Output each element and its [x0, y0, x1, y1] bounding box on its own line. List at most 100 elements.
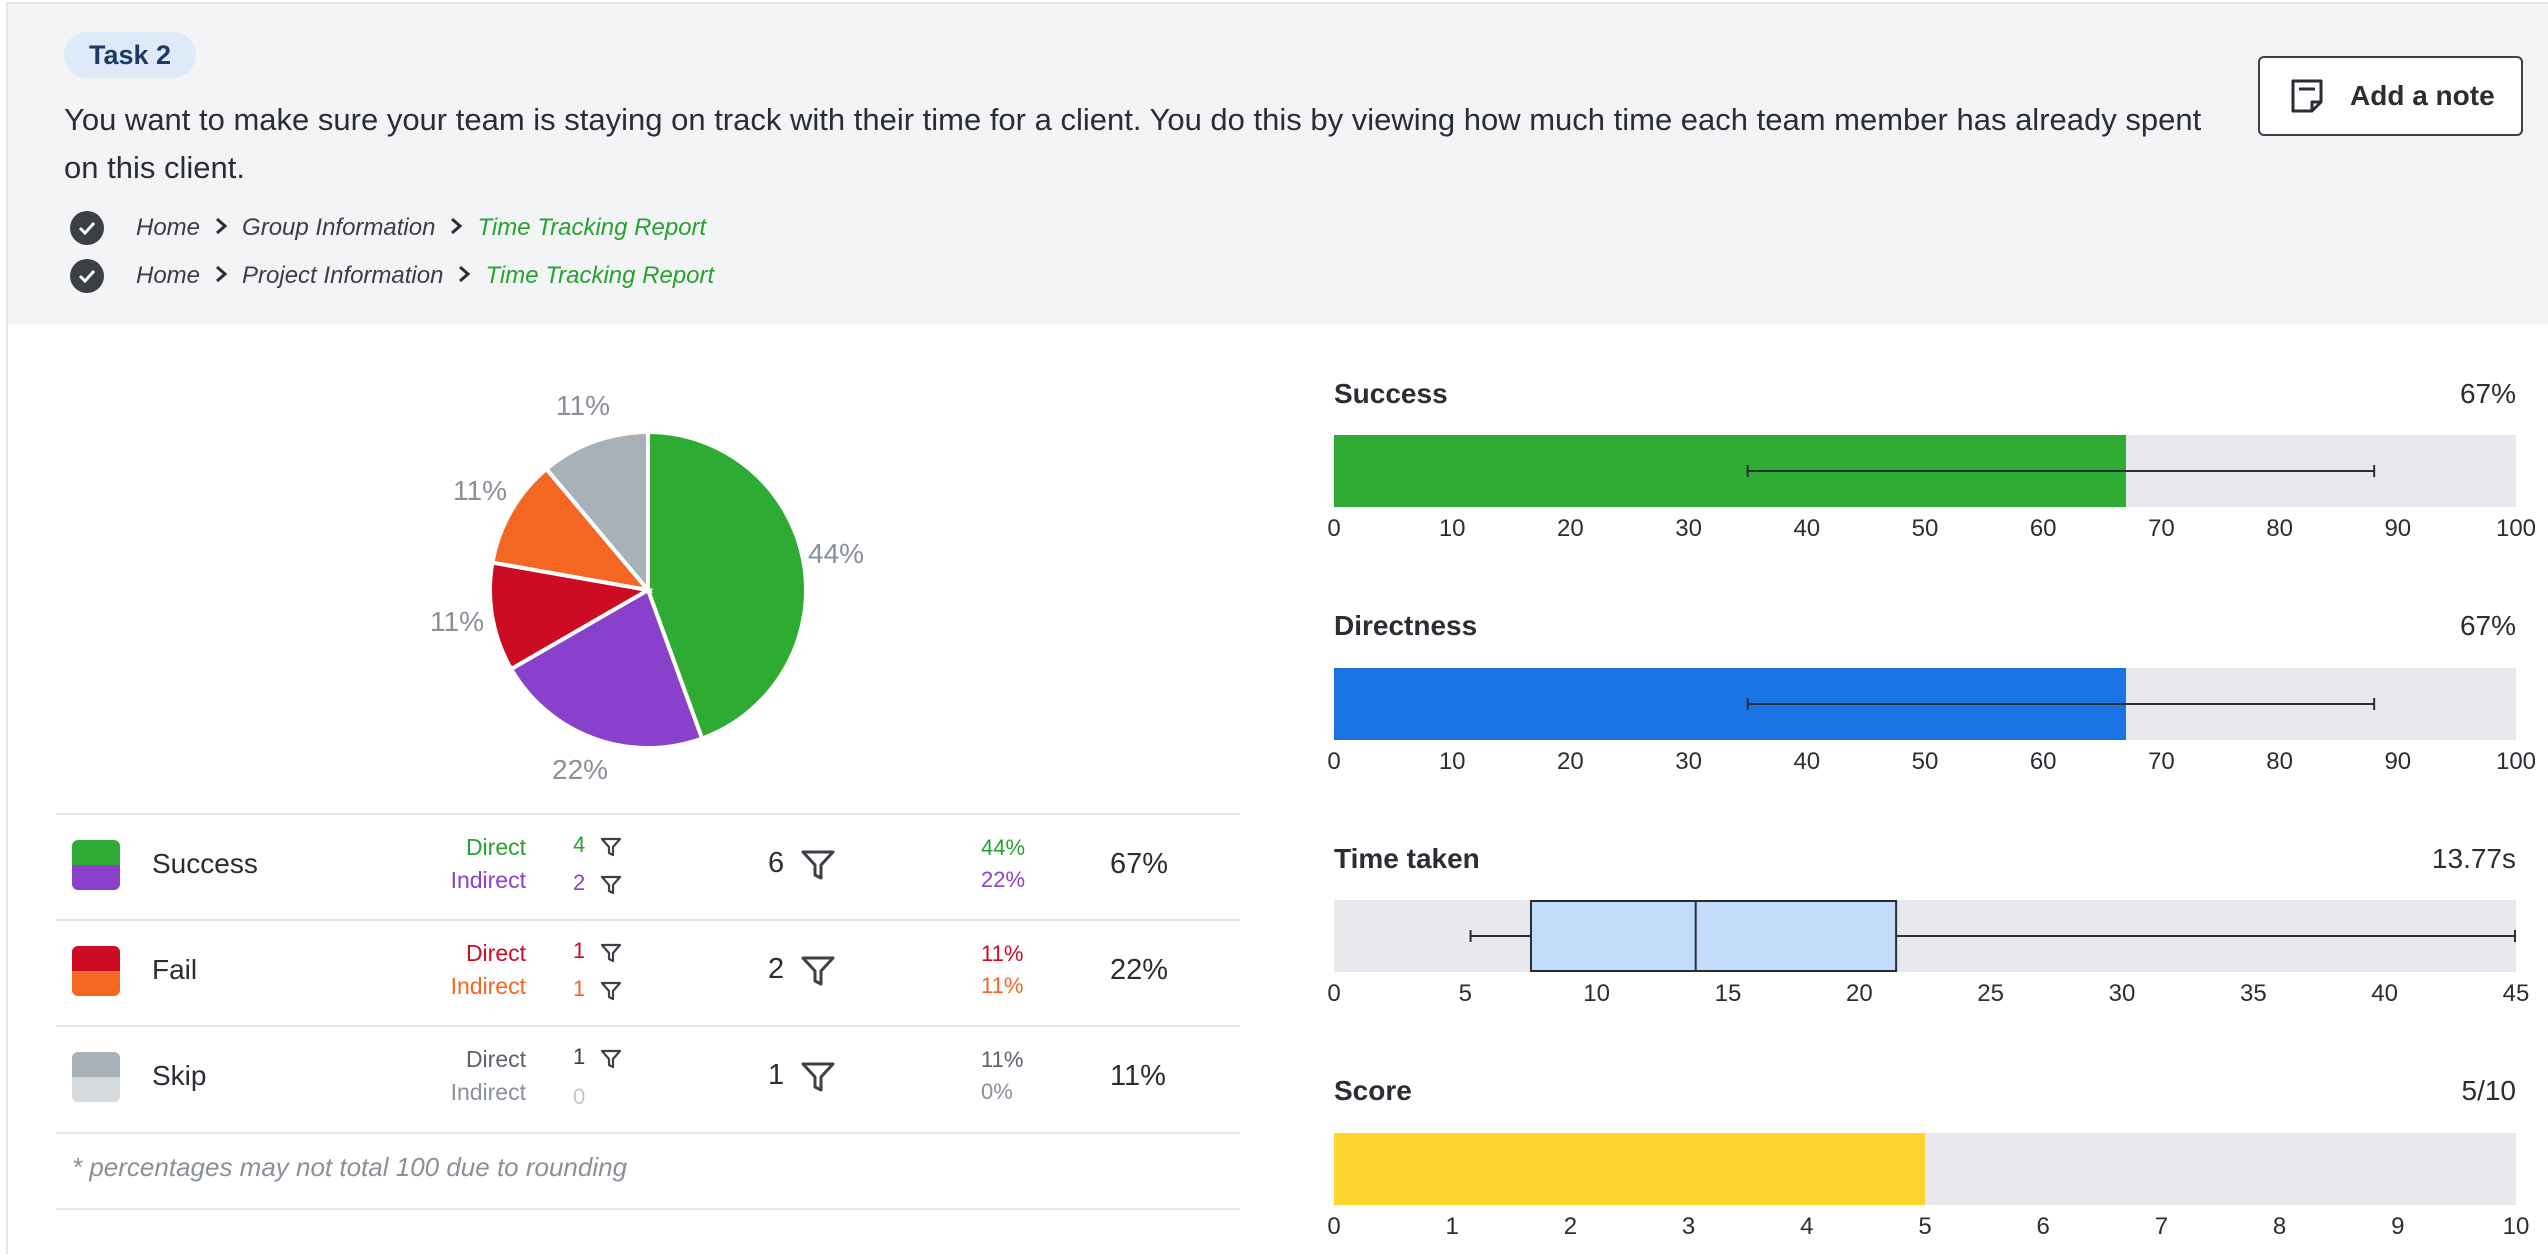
time-tick-label: 45 — [2502, 980, 2530, 1007]
time-track — [1334, 900, 2516, 972]
success-tick-label: 10 — [1438, 515, 1466, 542]
time-tick-label: 35 — [2239, 980, 2267, 1007]
filter-icon[interactable] — [800, 954, 836, 988]
directness-chart-value: 67% — [2459, 610, 2516, 641]
fail-row-pct: 22% — [1110, 954, 1169, 986]
directness-tick-label: 80 — [2266, 748, 2293, 775]
score-tick-label: 5 — [1918, 1213, 1932, 1240]
task-badge: Task 2 — [64, 32, 197, 78]
fail-direct-pct: 11% — [981, 941, 1024, 966]
skip-total: 1 — [768, 1059, 785, 1091]
success-direct-pct: 44% — [981, 835, 1026, 860]
filter-icon[interactable] — [800, 848, 836, 882]
success-bar-track — [1334, 435, 2516, 507]
path-target: Time Tracking Report — [477, 214, 707, 241]
skip-row-pct: 11% — [1110, 1060, 1166, 1092]
add-note-label: Add a note — [2350, 80, 2495, 111]
directness-error-bar — [1746, 698, 2376, 710]
time-tick-label: 25 — [1977, 980, 2005, 1007]
success-indirect-count: 2 — [573, 870, 586, 895]
filter-icon[interactable] — [600, 1048, 622, 1070]
skip-swatch — [72, 1052, 120, 1102]
directness-tick-label: 50 — [1911, 748, 1939, 775]
time-box-plot — [1469, 900, 2516, 972]
success-tick-label: 90 — [2384, 515, 2412, 542]
path-middle: Group Information — [242, 214, 436, 241]
skip-indirect-pct: 0% — [981, 1079, 1013, 1104]
success-chart-title: Success — [1334, 378, 1448, 409]
score-bar — [1334, 1133, 1925, 1205]
direct-label: Direct — [465, 940, 526, 966]
filter-icon[interactable] — [600, 874, 622, 896]
pie-label-skip-direct: 11% — [556, 390, 610, 421]
path-home: Home — [136, 262, 201, 289]
score-chart-value: 5/10 — [2461, 1075, 2517, 1106]
score-tick-label: 3 — [1681, 1213, 1696, 1240]
indirect-label: Indirect — [450, 973, 526, 999]
directness-tick-label: 30 — [1675, 748, 1702, 775]
filter-icon[interactable] — [600, 980, 622, 1002]
success-tick-label: 50 — [1911, 515, 1939, 542]
score-tick-label: 6 — [2036, 1213, 2050, 1240]
success-tick-label: 20 — [1557, 515, 1584, 542]
directness-tick-label: 40 — [1793, 748, 1821, 775]
success-tick-label: 30 — [1675, 515, 1702, 542]
time-tick-label: 30 — [2108, 980, 2136, 1007]
chevron-right-icon — [449, 214, 463, 242]
pie-slice-success-direct — [646, 430, 808, 742]
score-tick-label: 7 — [2154, 1213, 2169, 1240]
iqr-box — [1530, 900, 1898, 972]
directness-axis: 0 10 20 30 40 50 60 70 80 90 100 — [1327, 748, 2536, 778]
fail-indirect-pct: 11% — [981, 973, 1024, 998]
path-target: Time Tracking Report — [485, 262, 715, 289]
chevron-right-icon — [214, 214, 228, 242]
results-panel — [6, 2, 2548, 1254]
score-tick-label: 10 — [2502, 1213, 2530, 1240]
fail-indirect-count: 1 — [573, 976, 586, 1001]
success-row-pct: 67% — [1110, 848, 1169, 880]
success-tick-label: 70 — [2148, 515, 2175, 542]
time-chart-title: Time taken — [1334, 843, 1480, 874]
correct-path-2: Home Project Information Time Tracking R… — [70, 258, 714, 294]
score-tick-label: 8 — [2272, 1213, 2287, 1240]
success-direct-count: 4 — [573, 832, 586, 857]
score-tick-label: 4 — [1800, 1213, 1814, 1240]
success-tick-label: 80 — [2266, 515, 2293, 542]
indirect-label: Indirect — [450, 867, 526, 893]
time-tick-label: 0 — [1327, 980, 1341, 1007]
time-chart-value: 13.77s — [2431, 843, 2516, 874]
success-chart-value: 67% — [2459, 378, 2516, 409]
indirect-label: Indirect — [450, 1079, 526, 1105]
directness-tick-label: 60 — [2029, 748, 2057, 775]
score-chart-title: Score — [1334, 1075, 1412, 1106]
success-tick-label: 40 — [1793, 515, 1821, 542]
directness-tick-label: 0 — [1327, 748, 1341, 775]
success-tick-label: 0 — [1327, 515, 1341, 542]
task-header: Task 2 You want to make sure your team i… — [8, 4, 2548, 324]
filter-icon[interactable] — [800, 1060, 836, 1094]
note-icon — [2291, 79, 2323, 113]
skip-direct-count: 1 — [573, 1044, 586, 1069]
directness-tick-label: 20 — [1557, 748, 1584, 775]
filter-icon[interactable] — [600, 836, 622, 858]
filter-icon[interactable] — [600, 942, 622, 964]
add-note-button[interactable]: Add a note — [2258, 56, 2523, 136]
score-bar-track — [1334, 1133, 2516, 1205]
fail-direct-count: 1 — [573, 938, 586, 963]
time-tick-label: 5 — [1458, 980, 1473, 1007]
pie-slice-fail-direct — [488, 560, 654, 672]
check-icon — [70, 259, 104, 293]
directness-tick-label: 10 — [1438, 748, 1466, 775]
table-divider — [56, 813, 1240, 815]
path-home: Home — [136, 214, 201, 241]
success-indirect-pct: 22% — [981, 867, 1026, 892]
success-total: 6 — [768, 847, 785, 879]
table-divider — [56, 1025, 1240, 1027]
score-tick-label: 2 — [1563, 1213, 1578, 1240]
row-name-skip: Skip — [152, 1060, 207, 1091]
pie-slice-success-indirect — [508, 587, 705, 750]
score-tick-label: 0 — [1327, 1213, 1341, 1240]
time-tick-label: 40 — [2371, 980, 2399, 1007]
directness-chart-title: Directness — [1334, 610, 1478, 641]
directness-bar-track — [1334, 668, 2516, 740]
